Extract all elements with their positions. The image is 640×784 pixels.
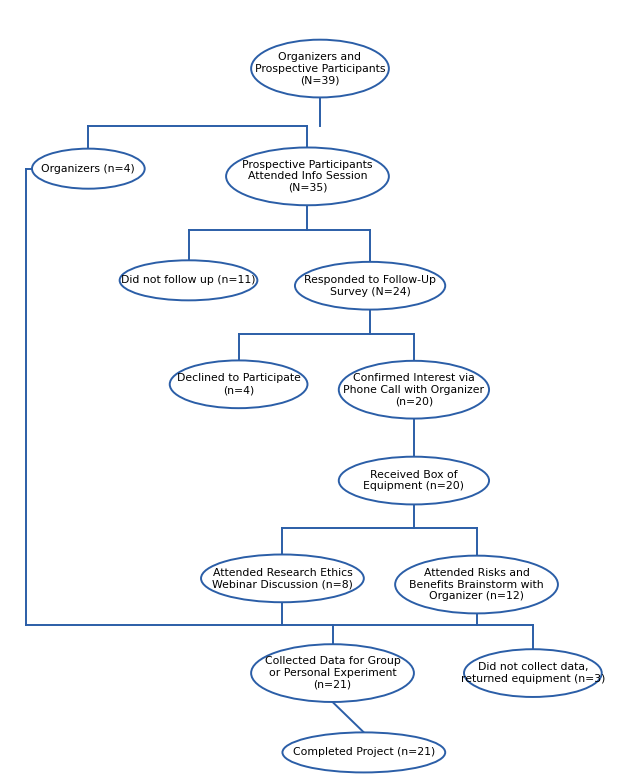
Ellipse shape [32, 149, 145, 189]
Text: Organizers (n=4): Organizers (n=4) [42, 164, 135, 174]
Ellipse shape [226, 147, 389, 205]
Text: Received Box of
Equipment (n=20): Received Box of Equipment (n=20) [364, 470, 465, 492]
Text: Did not collect data,
returned equipment (n=3): Did not collect data, returned equipment… [461, 662, 605, 684]
Text: Responded to Follow-Up
Survey (N=24): Responded to Follow-Up Survey (N=24) [304, 275, 436, 296]
Ellipse shape [170, 361, 307, 408]
Text: Organizers and
Prospective Participants
(N=39): Organizers and Prospective Participants … [255, 52, 385, 85]
Text: Prospective Participants
Attended Info Session
(N=35): Prospective Participants Attended Info S… [242, 160, 372, 193]
Text: Confirmed Interest via
Phone Call with Organizer
(n=20): Confirmed Interest via Phone Call with O… [344, 373, 484, 406]
Ellipse shape [201, 554, 364, 602]
Ellipse shape [282, 732, 445, 772]
Ellipse shape [464, 649, 602, 697]
Text: Declined to Participate
(n=4): Declined to Participate (n=4) [177, 373, 301, 395]
Text: Attended Research Ethics
Webinar Discussion (n=8): Attended Research Ethics Webinar Discuss… [212, 568, 353, 589]
Ellipse shape [251, 644, 414, 702]
Text: Collected Data for Group
or Personal Experiment
(n=21): Collected Data for Group or Personal Exp… [264, 656, 401, 690]
Ellipse shape [339, 457, 489, 504]
Ellipse shape [339, 361, 489, 419]
Text: Did not follow up (n=11): Did not follow up (n=11) [121, 275, 256, 285]
Text: Completed Project (n=21): Completed Project (n=21) [292, 747, 435, 757]
Ellipse shape [395, 556, 558, 613]
Text: Attended Risks and
Benefits Brainstorm with
Organizer (n=12): Attended Risks and Benefits Brainstorm w… [409, 568, 544, 601]
Ellipse shape [295, 262, 445, 310]
Ellipse shape [120, 260, 257, 300]
Ellipse shape [251, 40, 389, 97]
